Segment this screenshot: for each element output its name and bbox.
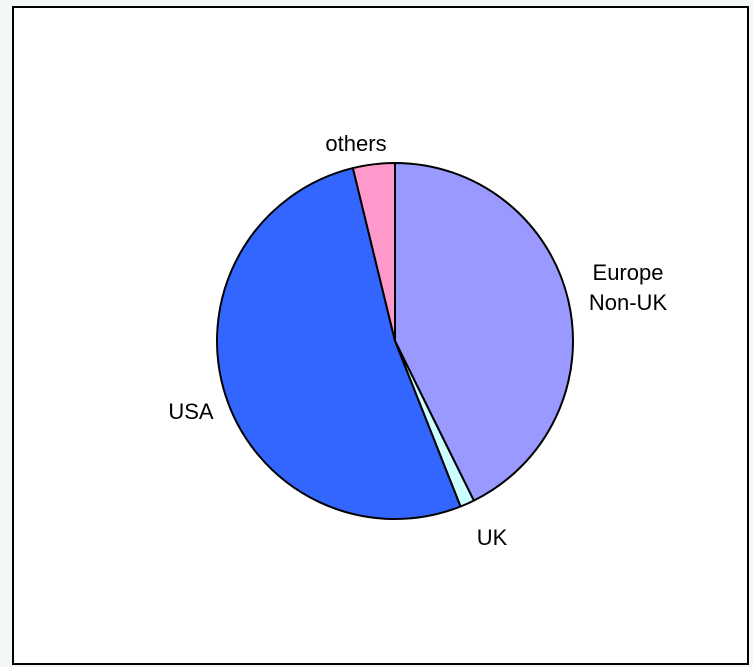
slice-label-line: UK: [477, 525, 508, 550]
slice-label-usa: USA: [168, 399, 214, 424]
slice-labels: Europe Non-UK UK USA others: [168, 131, 667, 550]
slice-label-line: Non-UK: [589, 290, 668, 315]
slice-label-uk: UK: [477, 525, 508, 550]
pie-slice-others: [351, 162, 396, 342]
pie-slice-usa: [216, 167, 462, 520]
slice-label-others: others: [325, 131, 386, 156]
slice-label-europe-non-uk: Europe Non-UK: [589, 260, 668, 315]
slice-label-line: Europe: [593, 260, 664, 285]
pie-slices: [216, 162, 574, 520]
pie-slice-europe-non-uk: [394, 162, 574, 502]
slice-label-line: USA: [168, 399, 214, 424]
slice-label-line: others: [325, 131, 386, 156]
